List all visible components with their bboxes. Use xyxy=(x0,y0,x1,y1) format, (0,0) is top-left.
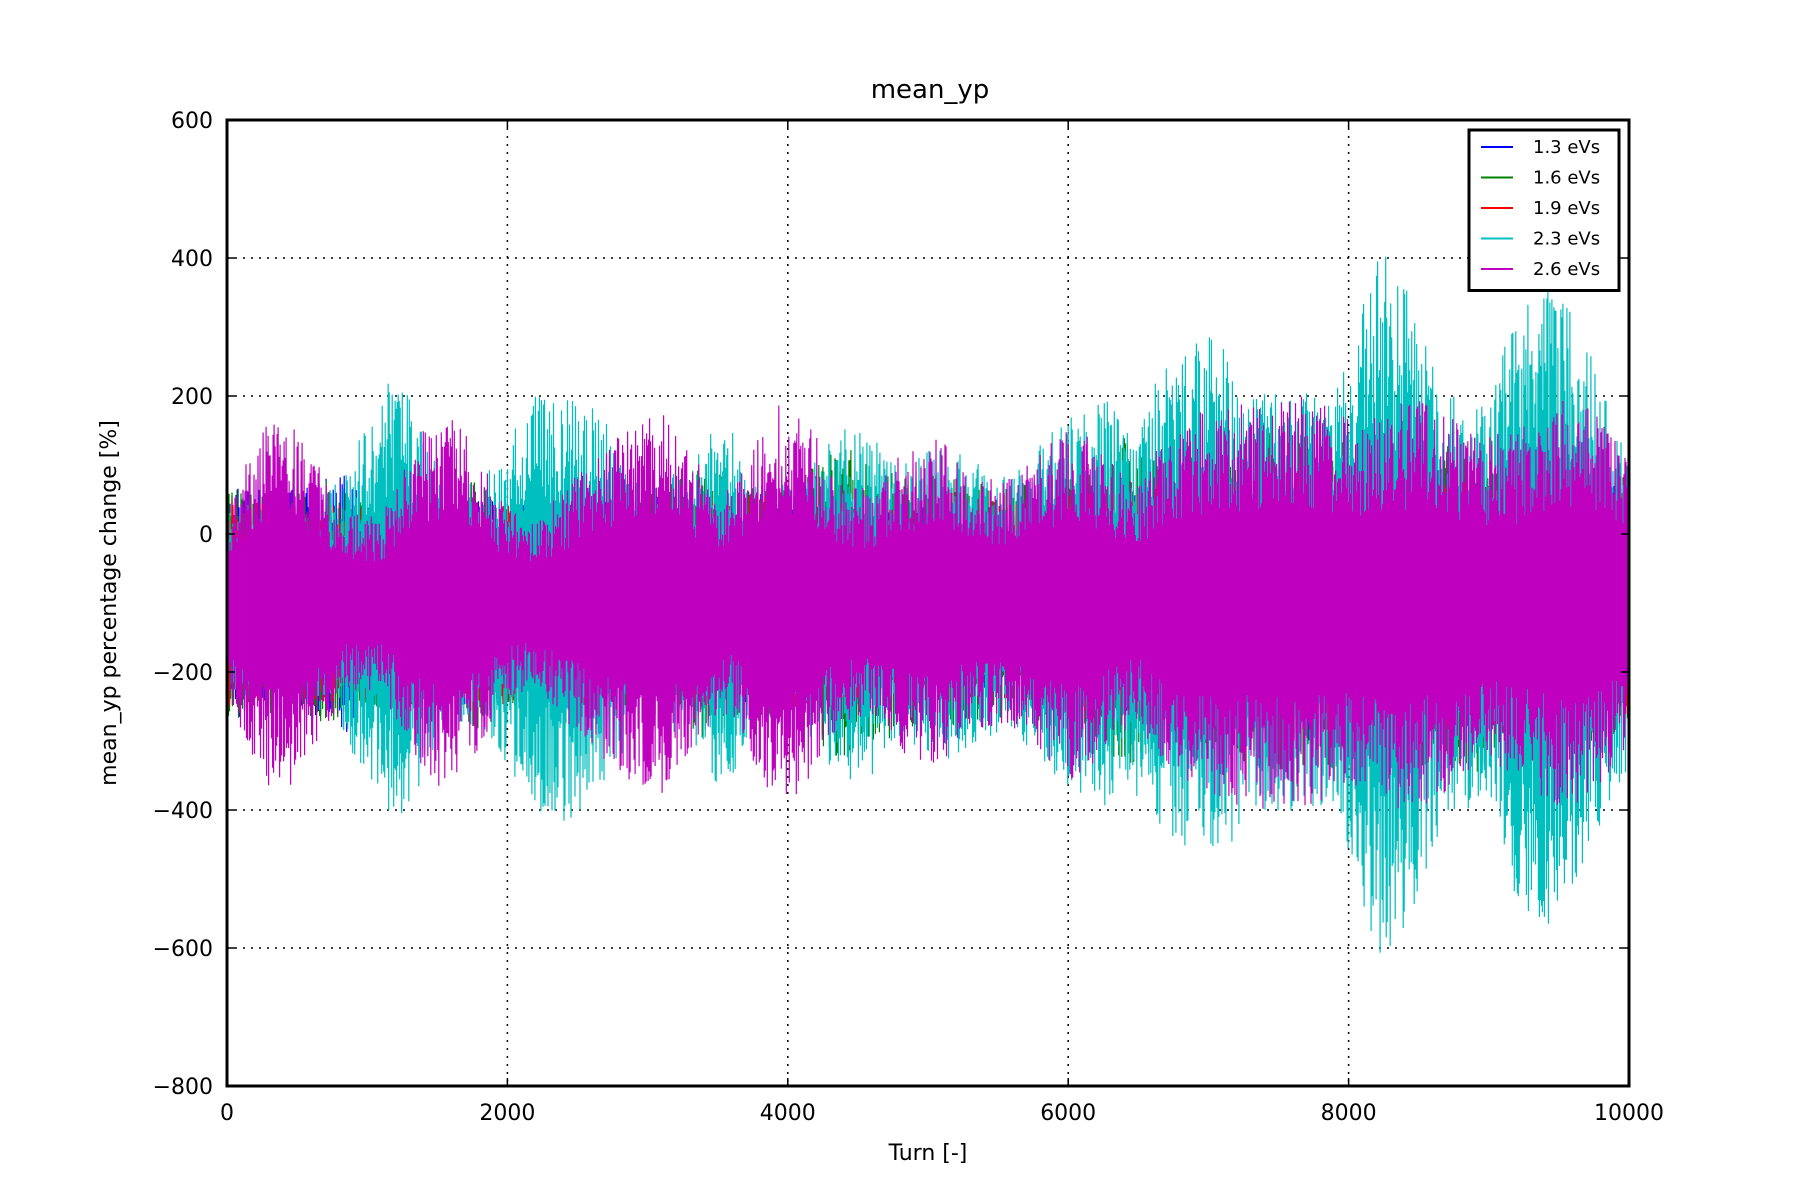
legend-label: 2.6 eVs xyxy=(1533,259,1600,280)
series-layer xyxy=(227,256,1629,953)
x-tick-label: 4000 xyxy=(760,1101,816,1126)
y-axis-title: mean_yp percentage change [%] xyxy=(97,420,122,786)
y-tick-label: 0 xyxy=(199,523,213,548)
x-tick-label: 6000 xyxy=(1040,1101,1096,1126)
y-tick-label: −600 xyxy=(153,937,213,962)
legend: 1.3 eVs 1.6 eVs 1.9 eVs 2.3 eVs 2.6 eVs xyxy=(1467,128,1621,292)
x-tick-label: 2000 xyxy=(479,1101,535,1126)
ticks: 0 2000 4000 6000 8000 10000 −800 −600 −400 −200 0 2… xyxy=(153,109,1664,1126)
x-axis-title: Turn [-] xyxy=(888,1141,968,1166)
plot-title: mean_yp xyxy=(871,75,990,105)
legend-box xyxy=(1467,128,1621,292)
series-line xyxy=(227,396,1629,809)
legend-label: 1.9 eVs xyxy=(1533,198,1600,219)
x-tick-label: 0 xyxy=(220,1101,234,1126)
y-tick-label: 600 xyxy=(171,109,213,134)
x-tick-label: 8000 xyxy=(1321,1101,1377,1126)
y-tick-label: 400 xyxy=(171,247,213,272)
y-tick-label: −800 xyxy=(153,1075,213,1100)
legend-label: 1.3 eVs xyxy=(1533,137,1600,158)
legend-label: 1.6 eVs xyxy=(1533,168,1600,189)
y-tick-label: −400 xyxy=(153,799,213,824)
y-tick-label: −200 xyxy=(153,661,213,686)
x-tick-label: 10000 xyxy=(1594,1101,1664,1126)
y-tick-label: 200 xyxy=(171,385,213,410)
plot-frame xyxy=(225,118,1631,1088)
legend-label: 2.3 eVs xyxy=(1533,229,1600,250)
